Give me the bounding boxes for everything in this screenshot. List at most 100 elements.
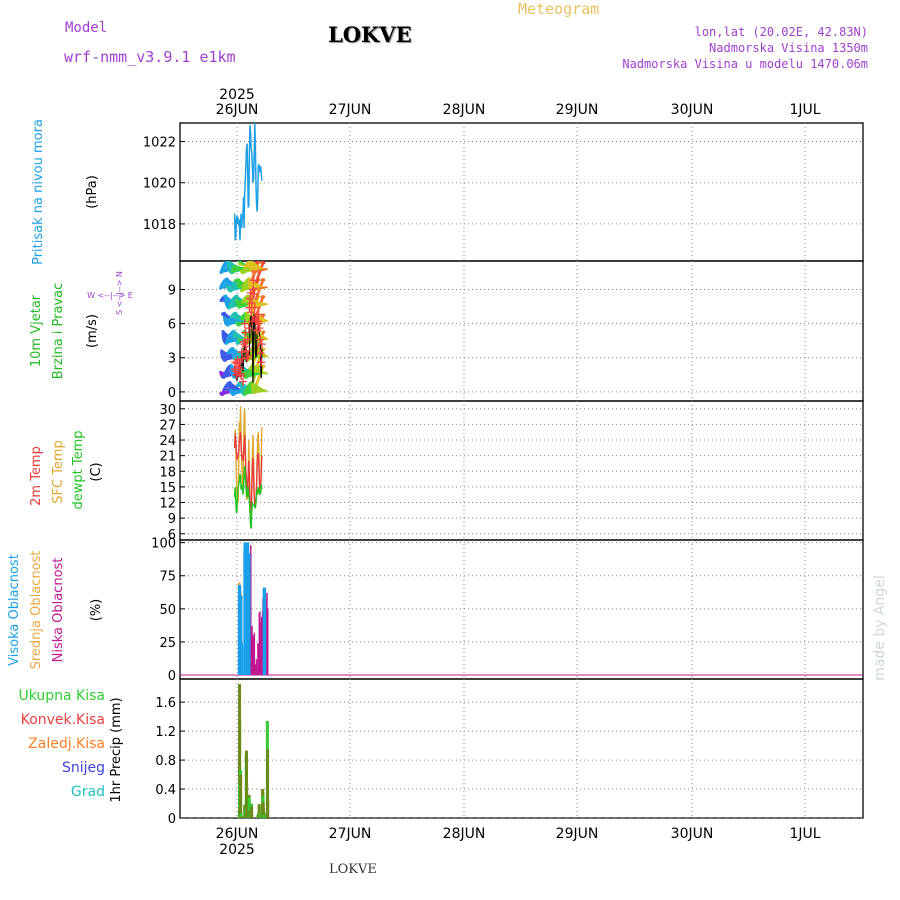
- coords-label: lon,lat (20.02E, 42.83N): [694, 25, 868, 39]
- wind-arrow-head: [262, 364, 266, 368]
- y-tick-label: 3: [168, 352, 176, 367]
- top-day-label: 28JUN: [443, 102, 486, 118]
- y-tick-label: 24: [159, 434, 176, 449]
- cloud-unit-text: (%): [89, 599, 104, 622]
- temp-ylabel-2m: 2m Temp: [29, 446, 44, 506]
- wind-gust-marker: [237, 371, 246, 380]
- precip-bar: [263, 815, 267, 818]
- pressure-unit: (hPa): [85, 175, 100, 209]
- station-footer: LOKVE: [329, 862, 377, 877]
- wind-arrow-head: [237, 338, 241, 342]
- y-tick-label: 0: [168, 386, 176, 401]
- station-title: LOKVE: [328, 22, 412, 47]
- y-tick-label: 27: [159, 418, 176, 433]
- panel-frame-temperature: [179, 400, 864, 541]
- y-tick-label: 25: [159, 636, 176, 651]
- precip-bar: [240, 816, 244, 818]
- temp-series-dewpt-temp: [233, 466, 263, 529]
- wind-arrow-head: [232, 264, 237, 268]
- bottom-year-label: 2025: [219, 842, 255, 858]
- wind-unit-text: (m/s): [85, 314, 100, 348]
- wind-arrow-head: [262, 278, 266, 282]
- y-tick-label: 50: [159, 603, 176, 618]
- wind-arrow-head: [232, 335, 237, 339]
- wind-ylabel-1: 10m Vjetar: [29, 294, 44, 367]
- cloud-ylabel-mid: Srednja Oblacnost: [29, 551, 44, 670]
- y-tick-label: 0: [168, 669, 176, 684]
- top-day-label: 27JUN: [329, 102, 372, 118]
- precip-bar: [239, 813, 243, 818]
- bottom-day-label: 30JUN: [671, 826, 714, 842]
- wind-gust-marker: [240, 319, 249, 328]
- wind-arrow: [253, 300, 268, 306]
- top-day-label: 26JUN: [216, 102, 259, 118]
- wind-arrow: [254, 268, 268, 274]
- wind-arrow-head: [261, 243, 264, 246]
- pressure-series-line: [233, 122, 263, 241]
- wind-gust-marker: [250, 303, 259, 312]
- wind-arrow-head: [262, 347, 266, 351]
- wind-gust-marker: [250, 290, 259, 299]
- top-day-label: 29JUN: [556, 102, 599, 118]
- y-tick-label: 0.4: [155, 783, 176, 798]
- wind-arrow-head: [257, 243, 260, 246]
- cloud-ylabel-mid-text: Srednja Oblacnost: [29, 551, 44, 670]
- wind-arrow: [253, 389, 268, 394]
- wind-arrow-head: [262, 295, 266, 299]
- y-tick-label: 30: [159, 403, 176, 418]
- y-tick-label: 1.6: [155, 696, 176, 711]
- wind-gust-marker: [255, 324, 264, 333]
- wind-ylabel-2: Brzina i Pravac: [51, 283, 66, 380]
- wind-gust-marker: [243, 335, 252, 344]
- temp-series-2m-temp: [233, 432, 263, 514]
- precip-bar: [257, 804, 261, 818]
- top-day-label: 1JUL: [789, 102, 820, 118]
- cloud-ylabel-high: Visoka Oblacnost: [7, 554, 22, 666]
- wind-arrow-head: [256, 243, 259, 246]
- wind-arrow-head: [237, 285, 241, 289]
- wind-gust-marker: [257, 340, 266, 349]
- wind-ylabel-1-text: 10m Vjetar: [29, 294, 44, 367]
- wind-gust-marker: [247, 299, 256, 308]
- bottom-day-label: 29JUN: [556, 826, 599, 842]
- wind-gust-marker: [232, 370, 241, 379]
- wind-arrow-head: [257, 243, 260, 246]
- precip-bar: [266, 749, 270, 818]
- precip-bar: [245, 813, 249, 818]
- wind-gust-marker: [249, 276, 258, 285]
- wind-arrow-head: [234, 278, 238, 283]
- wind-gust-marker: [256, 349, 265, 358]
- precip-legend-item: Ukupna Kisa: [18, 688, 105, 704]
- wind-gust-marker: [238, 377, 247, 386]
- wind-arrow: [255, 313, 269, 323]
- bottom-day-label: 1JUL: [789, 826, 820, 842]
- y-tick-label: 6: [168, 318, 176, 333]
- top-day-label: 30JUN: [671, 102, 714, 118]
- wind-arrow-head: [232, 391, 236, 395]
- precip-legend-item: Konvek.Kisa: [21, 712, 105, 728]
- y-tick-label: 12: [159, 497, 176, 512]
- bottom-day-label: 28JUN: [443, 826, 486, 842]
- wind-arrow-head: [237, 323, 241, 327]
- wind-gust-marker: [244, 324, 253, 333]
- temp-ylabel-2m-text: 2m Temp: [29, 446, 44, 506]
- precip-bar: [238, 720, 242, 818]
- wind-ylabel-2-text: Brzina i Pravac: [51, 283, 66, 380]
- precip-legend-item: Snijeg: [62, 760, 105, 776]
- wind-gust-marker: [237, 348, 246, 357]
- temp-ylabel-sfc: SFC Temp: [51, 440, 66, 504]
- wind-gust-marker: [241, 328, 250, 337]
- y-tick-label: 18: [159, 465, 176, 480]
- wind-gust-marker: [238, 354, 247, 363]
- precip-bar: [250, 813, 254, 818]
- top-year-label: 2025: [219, 87, 255, 103]
- wind-arrow-head: [252, 391, 256, 395]
- watermark: made by Angel: [872, 575, 888, 681]
- cloud-ylabel-high-text: Visoka Oblacnost: [7, 554, 22, 666]
- cloud-ylabel-low: Niska Oblacnost: [51, 558, 66, 663]
- wind-gust-marker: [242, 346, 251, 355]
- temp-ylabel-sfc-text: SFC Temp: [51, 440, 66, 504]
- precip-bar: [239, 774, 243, 818]
- y-tick-label: 9: [168, 283, 176, 298]
